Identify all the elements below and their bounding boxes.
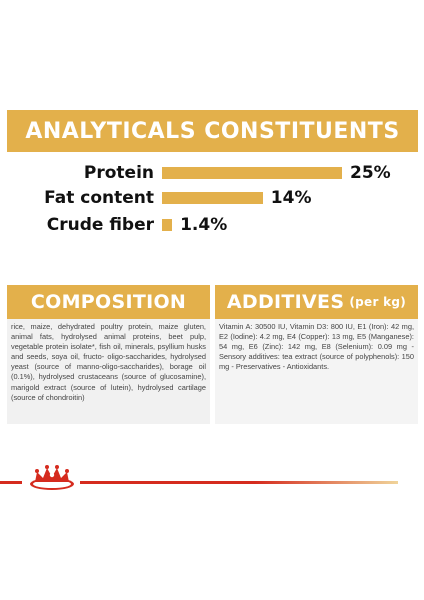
footer-red-line-left <box>0 481 22 484</box>
fat-content-label: Fat content <box>44 188 154 208</box>
footer-red-line-right <box>80 481 398 484</box>
additives-unit: (per kg) <box>349 295 407 309</box>
additives-header: ADDITIVES (per kg) <box>215 285 418 319</box>
crude-fiber-bar <box>162 219 173 231</box>
royal-canin-crown-logo-icon <box>30 465 74 490</box>
fat-content-row: Fat content 14% <box>0 187 424 209</box>
fat-content-bar <box>162 192 263 204</box>
composition-header: COMPOSITION <box>7 285 210 319</box>
crude-fiber-label: Crude fiber <box>46 215 154 235</box>
protein-value: 25% <box>350 163 391 183</box>
analytical-constituents-banner: ANALYTICALS CONSTITUENTS <box>7 110 418 152</box>
protein-row: Protein 25% <box>0 162 424 184</box>
fat-content-value: 14% <box>270 188 312 208</box>
analytical-title: ANALYTICALS CONSTITUENTS <box>25 118 400 144</box>
composition-title: COMPOSITION <box>30 291 187 313</box>
crude-fiber-value: 1.4% <box>180 215 228 235</box>
protein-label: Protein <box>83 163 154 183</box>
additives-title: ADDITIVES <box>226 291 345 313</box>
crude-fiber-row: Crude fiber 1.4% <box>0 214 424 236</box>
protein-bar <box>162 167 342 179</box>
composition-text: rice, maize, dehydrated poultry protein,… <box>7 319 210 424</box>
additives-text: Vitamin A: 30500 IU, Vitamin D3: 800 IU,… <box>215 319 418 424</box>
